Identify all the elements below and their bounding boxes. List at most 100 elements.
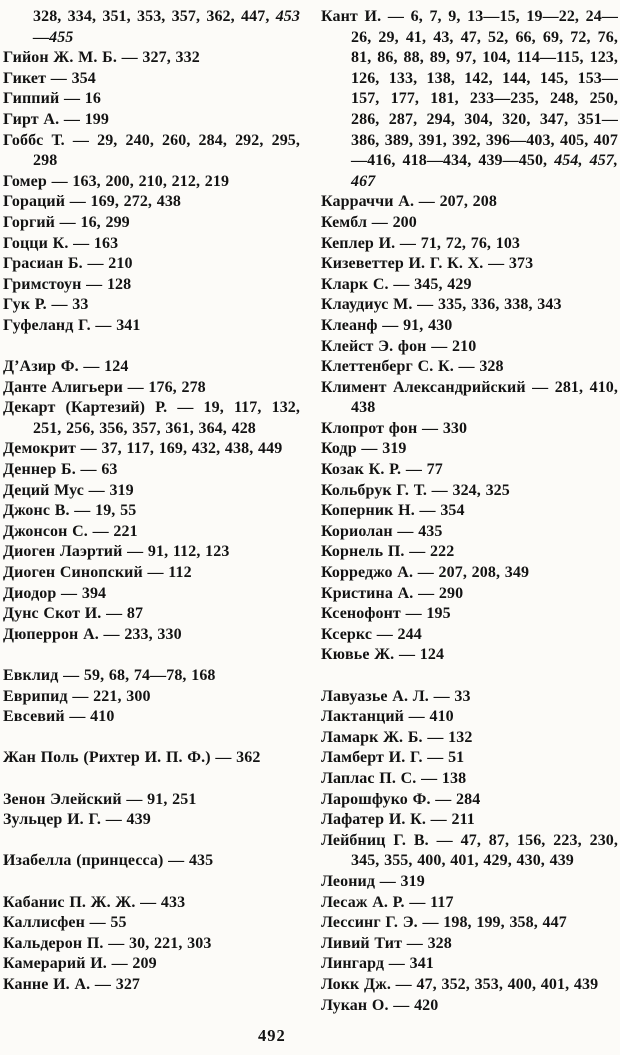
index-entry: Камерарий И. — 209 [3, 954, 300, 975]
index-entry: Лукан О. — 420 [321, 996, 618, 1017]
index-entry: Клеанф — 91, 430 [321, 316, 618, 337]
index-entry-text: Корнель П. — 222 [321, 543, 455, 561]
index-entry-text: Климент Александрийский — 281, 410, 438 [321, 378, 618, 417]
index-entry: Данте Алигьери — 176, 278 [3, 378, 300, 399]
index-entry: Гримстоун — 128 [3, 275, 300, 296]
index-entry-text: Лингард — 341 [321, 955, 434, 973]
index-entry-text: Евсевий — 410 [3, 708, 115, 726]
index-entry: Кизеветтер И. Г. К. Х. — 373 [321, 254, 618, 275]
index-entry: Клеттенберг С. К. — 328 [321, 357, 618, 378]
index-entry: Кальдерон П. — 30, 221, 303 [3, 934, 300, 955]
index-entry: Демокрит — 37, 117, 169, 432, 438, 449 [3, 439, 300, 460]
index-entry: Лейбниц Г. В. — 47, 87, 156, 223, 230, 3… [321, 831, 618, 872]
index-entry: Д’Азир Ф. — 124 [3, 357, 300, 378]
index-entry-italic-pages: 453—455 [33, 8, 300, 46]
index-entry: Ларошфуко Ф. — 284 [321, 790, 618, 811]
index-entry-text: Диоген Лаэртий — 91, 112, 123 [3, 543, 230, 561]
index-entry: Козак К. Р. — 77 [321, 460, 618, 481]
index-entry-text: Гирт А. — 199 [3, 110, 109, 128]
index-entry: Кант И. — 6, 7, 9, 13—15, 19—22, 24—26, … [321, 7, 618, 192]
index-entry-text: Евклид — 59, 68, 74—78, 168 [3, 667, 216, 684]
index-entry-text: Клейст Э. фон — 210 [321, 337, 477, 355]
index-entry: Кольбрук Г. Т. — 324, 325 [321, 481, 618, 502]
index-entry: Лафатер И. К. — 211 [321, 810, 618, 831]
index-entry-text: Кизеветтер И. Г. К. Х. — 373 [321, 255, 534, 273]
index-entry: Ксеркс — 244 [321, 625, 618, 646]
index-entry: Кодр — 319 [321, 439, 618, 460]
index-entry-text: Гук Р. — 33 [3, 296, 89, 314]
index-entry-text: Ксенофонт — 195 [321, 605, 451, 623]
index-entry-text: Кеплер И. — 71, 72, 76, 103 [321, 234, 521, 252]
index-entry-text: Кабанис П. Ж. Ж. — 433 [3, 893, 186, 911]
index-entry: Ламарк Ж. Б. — 132 [321, 728, 618, 749]
index-entry: Кеплер И. — 71, 72, 76, 103 [321, 234, 618, 255]
index-entry: Гораций — 169, 272, 438 [3, 192, 300, 213]
index-entry: Клопрот фон — 330 [321, 419, 618, 440]
index-entry-text: Ливий Тит — 328 [321, 934, 452, 952]
index-entry-text: Лессинг Г. Э. — 198, 199, 358, 447 [321, 914, 567, 932]
index-entry: Лаплас П. С. — 138 [321, 769, 618, 790]
index-entry-text: Кларк С. — 345, 429 [321, 275, 472, 293]
index-entry: Ламберт И. Г. — 51 [321, 748, 618, 769]
index-entry: Гикет — 354 [3, 69, 300, 90]
index-entry: Леонид — 319 [321, 872, 618, 893]
index-entry-text: Клопрот фон — 330 [321, 419, 468, 437]
index-entry-text: Камерарий И. — 209 [3, 955, 157, 973]
index-entry: Лингард — 341 [321, 954, 618, 975]
index-entry-text: Гоцци К. — 163 [3, 234, 119, 252]
index-entry-text: Кант И. — 6, 7, 9, 13—15, 19—22, 24—26, … [321, 8, 618, 170]
index-entry-text: Грасиан Б. — 210 [3, 255, 133, 273]
index-entry: Диодор — 394 [3, 584, 300, 605]
index-entry: Кларк С. — 345, 429 [321, 275, 618, 296]
index-entry-text: Горгий — 16, 299 [3, 213, 130, 231]
index-entry: Гоцци К. — 163 [3, 234, 300, 255]
index-entry-text: Кальдерон П. — 30, 221, 303 [3, 934, 212, 952]
index-entry: Климент Александрийский — 281, 410, 438 [321, 378, 618, 419]
index-entry: Кювье Ж. — 124 [321, 645, 618, 666]
index-entry: Лактанций — 410 [321, 707, 618, 728]
index-entry: Жан Поль (Рихтер И. П. Ф.) — 362 [3, 748, 300, 769]
index-entry-text: Деннер Б. — 63 [3, 461, 118, 479]
index-entry: Еврипид — 221, 300 [3, 687, 300, 708]
index-entry-text: Гримстоун — 128 [3, 275, 132, 293]
index-entry: Локк Дж. — 47, 352, 353, 400, 401, 439 [321, 975, 618, 996]
index-entry: Лессинг Г. Э. — 198, 199, 358, 447 [321, 913, 618, 934]
index-entry-text: Изабелла (принцесса) — 435 [3, 852, 214, 870]
index-entry-text: Гораций — 169, 272, 438 [3, 193, 182, 211]
index-entry: Клейст Э. фон — 210 [321, 337, 618, 358]
index-entry: Лесаж А. Р. — 117 [321, 893, 618, 914]
index-entry-text: Демокрит — 37, 117, 169, 432, 438, 449 [3, 440, 283, 458]
index-entry: Ливий Тит — 328 [321, 934, 618, 955]
index-entry-text: Кристина А. — 290 [321, 584, 464, 602]
index-entry-text: Кориолан — 435 [321, 522, 443, 540]
index-entry: Кристина А. — 290 [321, 584, 618, 605]
index-entry-text: Гиппий — 16 [3, 90, 101, 108]
index-entry: Деций Мус — 319 [3, 481, 300, 502]
index-entry-text: Ксеркс — 244 [321, 625, 422, 643]
index-entry: Гирт А. — 199 [3, 110, 300, 131]
index-entry-text: Корреджо А. — 207, 208, 349 [321, 564, 530, 582]
index-entry-text: Кембл — 200 [321, 213, 417, 231]
index-entry: Каллисфен — 55 [3, 913, 300, 934]
index-entry-text: Лактанций — 410 [321, 708, 454, 726]
index-entry-text: Ларошфуко Ф. — 284 [321, 790, 481, 808]
index-entry: Канне И. А. — 327 [3, 975, 300, 996]
index-entry-text: Жан Поль (Рихтер И. П. Ф.) — 362 [3, 749, 261, 767]
index-entry: Ксенофонт — 195 [321, 604, 618, 625]
index-entry: Грасиан Б. — 210 [3, 254, 300, 275]
index-entry-text: Лафатер И. К. — 211 [321, 811, 475, 829]
index-entry: Гук Р. — 33 [3, 295, 300, 316]
index-entry: Корреджо А. — 207, 208, 349 [321, 563, 618, 584]
index-entry: Дунс Скот И. — 87 [3, 604, 300, 625]
index-entry: Горгий — 16, 299 [3, 213, 300, 234]
index-entry-text: Клаудиус М. — 335, 336, 338, 343 [321, 296, 562, 314]
index-entry: Зенон Элейский — 91, 251 [3, 790, 300, 811]
index-entry-text: Лавуазье А. Л. — 33 [321, 687, 471, 705]
index-entry-text: Козак К. Р. — 77 [321, 461, 443, 479]
index-entry-text: Локк Дж. — 47, 352, 353, 400, 401, 439 [321, 975, 599, 993]
index-entry: Евсевий — 410 [3, 707, 300, 728]
index-entry: 328, 334, 351, 353, 357, 362, 447, 453—4… [3, 7, 300, 48]
index-entry-italic-pages: 454, 457, 467 [351, 152, 619, 190]
index-entry-text: Кольбрук Г. Т. — 324, 325 [321, 481, 510, 499]
index-entry: Карраччи А. — 207, 208 [321, 192, 618, 213]
